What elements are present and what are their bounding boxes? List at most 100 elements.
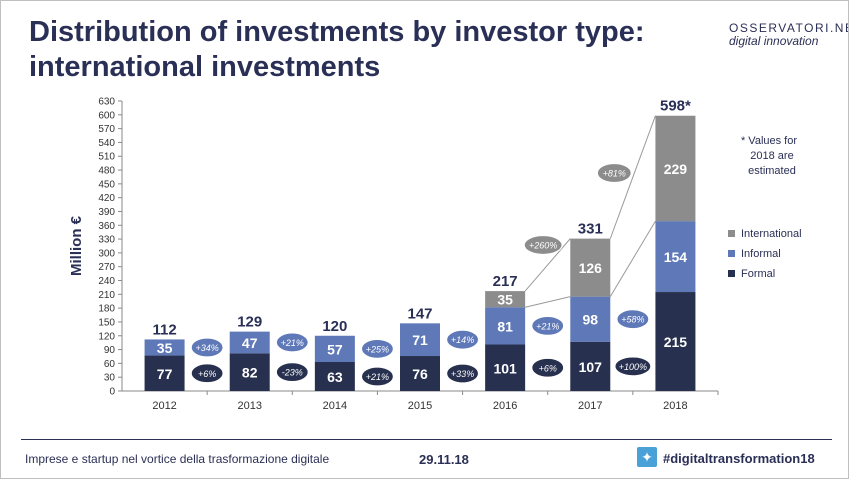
growth-bubble-international [523,234,563,256]
legend-label-formal: Formal [741,268,775,280]
growth-bubble-formal [275,362,309,383]
note-line-2: 2018 are [750,150,793,162]
y-tick-label: 300 [98,248,115,259]
growth-bubble-international-text: +81% [603,169,626,179]
total-label: 217 [493,273,518,290]
data-label-informal: 57 [327,341,343,357]
growth-bubble-international [596,162,632,184]
bar-formal [229,353,270,391]
note-line-3: estimated [748,165,796,177]
y-tick-label: 570 [98,124,115,135]
data-label-informal: 47 [242,335,258,351]
bar-informal [655,221,696,293]
growth-bubble-formal [445,363,480,384]
bubble-layer: +6% +34% -23% +21% +21% +25% +33% +14% +6% +21% +1… [190,162,652,387]
total-label: 120 [322,318,347,335]
connector-line [525,296,571,308]
growth-bubble-formal-text: +6% [539,363,557,373]
growth-bubble-informal-text: +58% [621,315,644,325]
growth-bubble-informal-text: +21% [281,338,304,348]
x-tick-label: 2015 [408,400,432,412]
data-label-informal: 154 [664,249,688,265]
bar-informal [570,296,611,342]
logo-subtitle: digital innovation [729,34,819,48]
data-label-formal: 77 [157,366,173,382]
data-label-formal: 76 [412,366,428,382]
footer-date: 29.11.18 [419,452,469,467]
growth-bubble-informal [360,338,395,359]
title-line-2: international investments [29,51,381,83]
data-label-formal: 215 [664,334,688,350]
x-tick-label: 2012 [152,400,176,412]
footer-hashtag[interactable]: #digitaltransformation18 [663,451,815,466]
connector-line [609,220,656,297]
bar-formal [655,292,696,391]
growth-bubble-formal-text: +6% [198,369,216,379]
x-tick-label: 2016 [493,400,517,412]
data-label-informal: 71 [412,332,428,348]
estimate-note: * Values for 2018 are estimated [741,135,797,177]
y-tick-label: 120 [98,331,115,342]
y-tick-label: 30 [104,373,116,384]
y-tick-label: 630 [98,97,115,108]
growth-bubble-formal-text: -23% [282,368,303,378]
growth-bubble-formal-text: +33% [451,369,474,379]
x-tick-label: 2014 [323,400,347,412]
y-tick-label: 150 [98,317,115,328]
growth-bubble-informal [616,309,650,330]
bar-international [570,238,611,297]
growth-bubble-formal-text: +21% [366,372,389,382]
y-tick-label: 180 [98,304,115,315]
data-label-formal: 107 [579,359,603,375]
growth-bubble-international-text: +260% [529,241,557,251]
legend-label-informal: Informal [741,248,781,260]
legend-swatch-international [728,230,735,237]
growth-bubble-formal [360,366,395,387]
growth-bubble-informal [190,337,224,358]
axis-layer: 0 30 60 90 120 150 180 210 240 270 300 330 360 390 420… [68,97,719,412]
data-label-international: 126 [579,260,603,276]
data-label-formal: 63 [327,369,343,385]
y-tick-label: 360 [98,221,115,232]
growth-bubble-informal [531,315,565,336]
footer-divider [21,439,832,440]
bar-informal [314,335,355,362]
bar-formal [570,341,611,391]
data-label-formal: 82 [242,365,258,381]
growth-bubble-informal-text: +21% [536,321,559,331]
bar-international [485,291,526,308]
x-tick-label: 2018 [663,400,687,412]
bar-international [655,115,696,222]
title-line-1: Distribution of investments by investor … [29,16,645,48]
y-tick-label: 510 [98,152,115,163]
y-tick-label: 480 [98,166,115,177]
page-title: Distribution of investments by investor … [29,15,669,85]
data-label-informal: 98 [582,312,598,328]
growth-bubble-formal [531,357,565,378]
growth-bubble-informal-text: +25% [366,344,389,354]
legend-label-international: International [741,228,802,240]
bar-formal [144,355,185,391]
data-label-informal: 81 [497,318,513,334]
bar-informal [400,323,440,357]
data-label-international: 35 [497,292,513,308]
footer-event-title: Imprese e startup nel vortice della tras… [25,452,330,466]
connector-line [524,238,571,292]
y-tick-label: 0 [109,387,115,398]
bar-informal [229,331,270,354]
y-tick-label: 540 [98,138,115,149]
bar-informal [485,307,526,345]
y-tick-label: 600 [98,110,115,121]
y-tick-label: 240 [98,276,115,287]
total-label: 147 [407,305,432,322]
legend: International Informal Formal [728,228,802,280]
connector-line [609,115,656,239]
label-layer: 77 35 112 82 47 129 63 57 120 76 71 147 101 81 35 217 10… [152,98,691,385]
data-label-international: 229 [664,161,688,177]
logo: OSSERVATORI.NET digital innovation [729,21,848,48]
total-label: 112 [152,321,176,338]
twitter-icon: ✦ [637,447,657,467]
y-tick-label: 420 [98,193,115,204]
total-label: 598* [660,98,691,115]
